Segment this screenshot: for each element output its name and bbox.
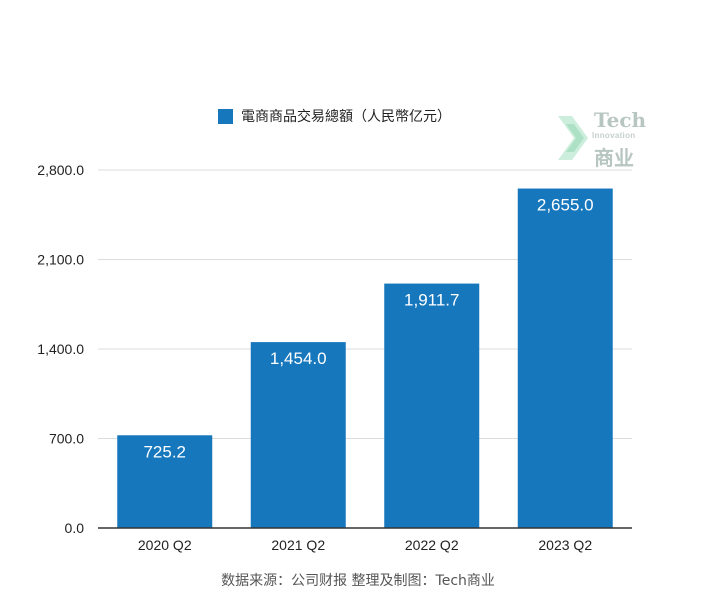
logo-text-en: Tech bbox=[594, 108, 647, 132]
y-tick-label: 2,100.0 bbox=[37, 252, 84, 268]
x-tick-label: 2021 Q2 bbox=[271, 537, 325, 553]
bar-value-label: 725.2 bbox=[143, 442, 186, 461]
source-note: 数据来源：公司财报 整理及制图：Tech商业 bbox=[221, 573, 495, 589]
y-tick-label: 1,400.0 bbox=[37, 341, 84, 357]
y-tick-label: 0.0 bbox=[65, 520, 85, 536]
bar bbox=[517, 188, 613, 528]
logo-text-innovation: Innovation bbox=[592, 131, 636, 140]
logo-text-cn: 商业 bbox=[594, 146, 634, 170]
legend-label: 電商商品交易總額（人民幣亿元） bbox=[241, 109, 451, 125]
y-tick-label: 700.0 bbox=[49, 431, 84, 447]
bar-value-label: 2,655.0 bbox=[537, 196, 594, 215]
bar bbox=[117, 435, 213, 528]
tech-business-logo: Tech Innovation 商业 bbox=[556, 108, 656, 170]
bar-value-label: 1,454.0 bbox=[270, 349, 327, 368]
legend: 電商商品交易總額（人民幣亿元） bbox=[218, 106, 451, 126]
legend-swatch bbox=[218, 108, 233, 124]
chevron-mark-icon bbox=[558, 116, 588, 160]
y-tick-label: 2,800.0 bbox=[37, 162, 84, 178]
x-tick-label: 2023 Q2 bbox=[538, 537, 592, 553]
bar-value-label: 1,911.7 bbox=[404, 291, 459, 310]
x-tick-label: 2020 Q2 bbox=[138, 537, 192, 553]
x-tick-label: 2022 Q2 bbox=[405, 537, 459, 553]
bar bbox=[384, 283, 480, 528]
bar bbox=[250, 342, 346, 528]
